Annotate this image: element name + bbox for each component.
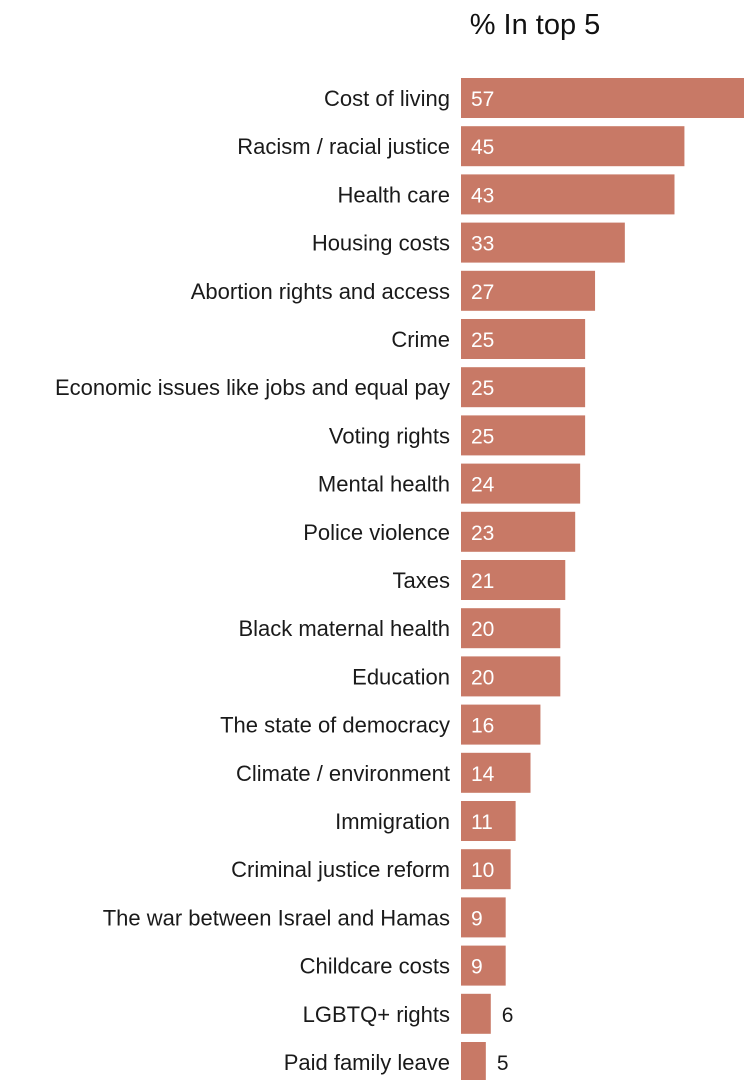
- value-label: 10: [471, 859, 494, 882]
- bar: [461, 897, 506, 938]
- bar: [461, 849, 511, 890]
- value-label: 25: [471, 329, 494, 352]
- category-label: Housing costs: [312, 231, 450, 256]
- value-label: 27: [471, 281, 494, 304]
- bar: [461, 656, 561, 697]
- bar: [461, 415, 586, 456]
- category-label: Taxes: [393, 568, 450, 593]
- category-label: Cost of living: [324, 86, 450, 111]
- value-label: 33: [471, 233, 494, 256]
- category-label: Climate / environment: [236, 761, 450, 786]
- bar: [461, 945, 506, 986]
- value-label: 5: [497, 1052, 509, 1075]
- value-label: 9: [471, 907, 483, 930]
- category-label: Immigration: [335, 809, 450, 834]
- value-label: 24: [471, 474, 495, 497]
- bars-group: Cost of living 57 Racism / racial justice 4…: [55, 78, 744, 1080]
- category-label: Racism / racial justice: [237, 134, 450, 159]
- value-label: 57: [471, 88, 494, 111]
- category-label: Mental health: [318, 472, 450, 497]
- bar: [461, 174, 675, 215]
- category-label: Criminal justice reform: [231, 857, 450, 882]
- category-label: LGBTQ+ rights: [303, 1002, 450, 1027]
- bar: [461, 367, 586, 408]
- category-label: Education: [352, 664, 450, 689]
- category-label: Black maternal health: [238, 616, 450, 641]
- category-label: The state of democracy: [220, 713, 450, 738]
- value-label: 20: [471, 618, 494, 641]
- value-label: 21: [471, 570, 494, 593]
- value-label: 20: [471, 666, 494, 689]
- bar: [461, 993, 491, 1034]
- value-label: 45: [471, 136, 494, 159]
- bar: [461, 704, 541, 745]
- category-label: Paid family leave: [284, 1050, 450, 1075]
- bar: [461, 1042, 486, 1080]
- value-label: 11: [471, 811, 493, 834]
- value-label: 9: [471, 956, 483, 979]
- value-label: 14: [471, 763, 495, 786]
- value-label: 25: [471, 425, 494, 448]
- bar: [461, 608, 561, 649]
- value-label: 6: [502, 1004, 514, 1027]
- bar: [461, 560, 566, 600]
- bar: [461, 270, 596, 311]
- value-label: 16: [471, 715, 494, 738]
- category-label: Health care: [337, 182, 450, 207]
- category-label: Childcare costs: [300, 954, 450, 979]
- category-label: Crime: [391, 327, 450, 352]
- value-label: 23: [471, 522, 494, 545]
- chart-title: % In top 5: [470, 9, 601, 41]
- category-label: Police violence: [303, 520, 450, 545]
- bar: [461, 222, 625, 263]
- bar: [461, 801, 516, 841]
- value-label: 25: [471, 377, 494, 400]
- bar: [461, 511, 576, 552]
- category-label: Voting rights: [329, 423, 450, 448]
- category-label: Abortion rights and access: [191, 279, 450, 304]
- bar: [461, 126, 685, 167]
- bar: [461, 319, 586, 359]
- bar: [461, 752, 531, 793]
- value-label: 43: [471, 184, 494, 207]
- category-label: The war between Israel and Hamas: [103, 905, 450, 930]
- bar: [461, 78, 744, 118]
- bar: [461, 463, 581, 504]
- category-label: Economic issues like jobs and equal pay: [55, 375, 450, 400]
